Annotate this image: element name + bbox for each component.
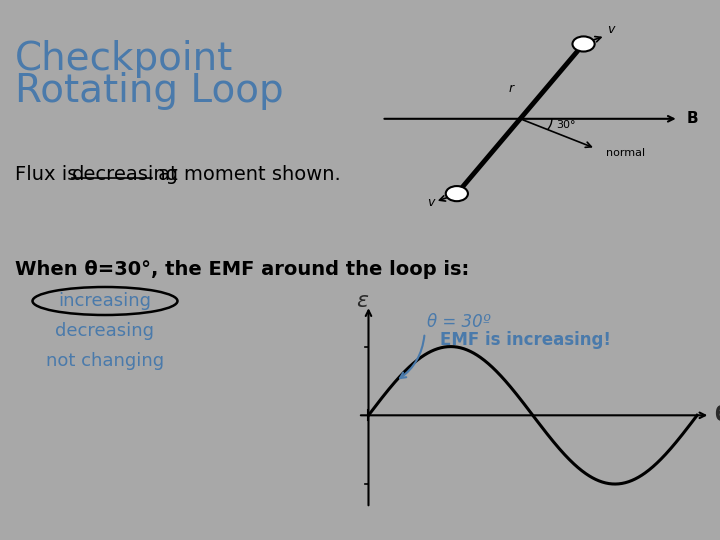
Text: When θ=30°, the EMF around the loop is:: When θ=30°, the EMF around the loop is: [15,260,469,279]
Text: v: v [607,23,615,36]
Text: 30°: 30° [556,120,575,130]
Text: Checkpoint: Checkpoint [15,40,233,78]
Circle shape [572,36,595,51]
Text: decreasing: decreasing [55,322,155,340]
Text: Rotating Loop: Rotating Loop [15,72,284,110]
Circle shape [446,186,468,201]
Text: EMF is increasing!: EMF is increasing! [441,331,611,349]
Text: normal: normal [606,147,645,158]
Text: B: B [687,111,698,126]
Text: ε: ε [356,291,368,311]
Text: θ = 30º: θ = 30º [427,313,491,332]
Text: v: v [427,196,434,209]
Text: θ: θ [714,406,720,426]
Text: at moment shown.: at moment shown. [152,165,341,184]
Text: not changing: not changing [46,352,164,370]
Text: r: r [508,82,513,95]
Text: increasing: increasing [58,292,151,310]
Text: Flux is: Flux is [15,165,84,184]
Text: decreasing: decreasing [72,165,179,184]
